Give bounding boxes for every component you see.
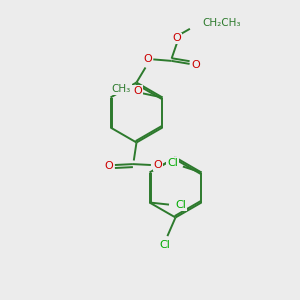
Text: CH₂CH₃: CH₂CH₃ xyxy=(202,18,240,28)
Text: O: O xyxy=(133,86,142,96)
Text: Cl: Cl xyxy=(175,200,186,211)
Text: Cl: Cl xyxy=(160,240,170,250)
Text: Cl: Cl xyxy=(167,158,178,168)
Text: O: O xyxy=(104,160,113,171)
Text: CH₃: CH₃ xyxy=(112,84,131,94)
Text: O: O xyxy=(192,59,201,70)
Text: O: O xyxy=(172,33,182,43)
Text: O: O xyxy=(143,54,152,64)
Text: O: O xyxy=(154,160,163,170)
